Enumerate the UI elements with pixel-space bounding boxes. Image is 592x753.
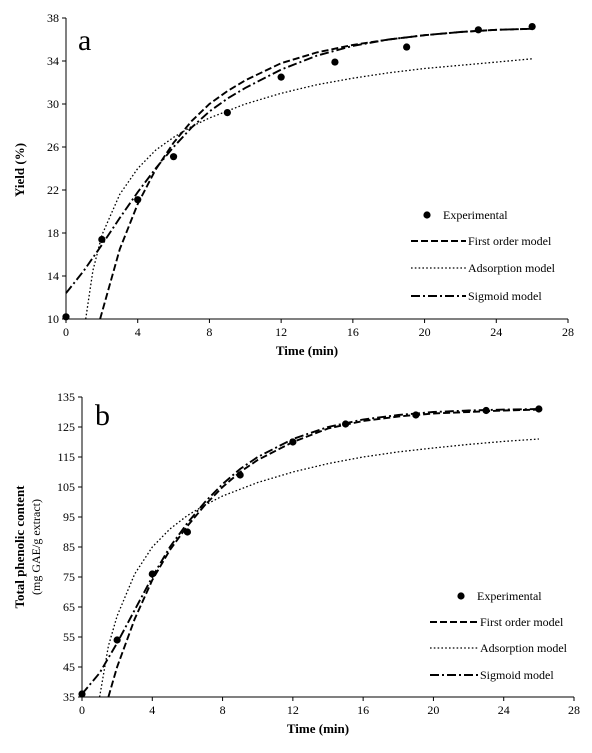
legend-label: Experimental: [477, 589, 542, 603]
x-tick-label: 20: [419, 325, 431, 339]
panel-b: 0 4 8 12 16 20 24 28 35 45 55 65 75 85 95 105 115 125 135 T…: [12, 390, 580, 736]
dashdot-series-line: [81, 408, 539, 695]
dashed-series-line: [99, 27, 533, 320]
y-tick-label: 65: [63, 600, 75, 614]
experimental-point: [169, 153, 178, 161]
x-tick-label: 28: [562, 325, 574, 339]
dotted-series-line: [85, 58, 533, 320]
y-tick-label: 10: [47, 312, 59, 326]
x-tick-label: 20: [427, 703, 439, 717]
y-tick-label: 95: [63, 510, 75, 524]
y-axis-unit: (mg GAE/g extract): [29, 499, 43, 595]
legend-marker: [423, 211, 431, 219]
y-tick-label: 105: [57, 480, 75, 494]
experimental-point: [62, 313, 70, 321]
legend-label: Adsorption model: [480, 641, 568, 655]
experimental-point: [113, 636, 121, 644]
y-tick-label: 22: [47, 183, 59, 197]
x-tick-label: 8: [206, 325, 212, 339]
experimental-point: [183, 528, 192, 536]
y-axis-title: Yield (%): [12, 143, 27, 197]
dotted-series-line: [98, 438, 539, 698]
x-tick-label: 0: [79, 703, 85, 717]
x-tick-label: 12: [275, 325, 287, 339]
x-tick-label: 12: [287, 703, 299, 717]
panel-letter: a: [78, 24, 91, 57]
experimental-point: [331, 58, 339, 66]
legend-label: First order model: [480, 615, 564, 629]
x-axis-title: Time (min): [276, 343, 338, 358]
legend-label: Sigmoid model: [480, 668, 554, 682]
y-tick-label: 75: [63, 570, 75, 584]
x-tick-label: 0: [63, 325, 69, 339]
y-tick-label: 135: [57, 390, 75, 404]
x-tick-label: 4: [135, 325, 141, 339]
y-tick-label: 18: [47, 226, 59, 240]
legend-label: Experimental: [443, 208, 508, 222]
panel-letter: b: [95, 399, 110, 432]
experimental-point: [403, 43, 411, 51]
y-tick-label: 34: [47, 54, 59, 68]
y-tick-label: 115: [57, 450, 75, 464]
y-tick-label: 38: [47, 11, 59, 25]
x-tick-label: 16: [357, 703, 369, 717]
y-tick-label: 125: [57, 420, 75, 434]
legend-label: First order model: [468, 234, 552, 248]
y-tick-label: 45: [63, 660, 75, 674]
y-tick-label: 85: [63, 540, 75, 554]
x-tick-label: 24: [490, 325, 502, 339]
panel-a: 0 4 8 12 16 20 24 28 10 14 18 22 26 30 34 38 Time (min) Y…: [12, 11, 574, 358]
y-tick-label: 35: [63, 690, 75, 704]
legend-marker: [457, 592, 465, 600]
y-tick-label: 30: [47, 97, 59, 111]
x-tick-label: 24: [498, 703, 510, 717]
y-axis-title: Total phenolic content: [12, 485, 27, 609]
dashdot-series-line: [65, 27, 533, 294]
y-tick-label: 26: [47, 140, 59, 154]
y-tick-label: 14: [47, 269, 59, 283]
legend-label: Sigmoid model: [468, 289, 542, 303]
dashed-series-line: [107, 408, 539, 698]
x-tick-label: 28: [568, 703, 580, 717]
x-tick-label: 4: [149, 703, 155, 717]
legend-label: Adsorption model: [468, 261, 556, 275]
y-tick-label: 55: [63, 630, 75, 644]
experimental-point: [277, 73, 285, 81]
x-axis-title: Time (min): [287, 721, 349, 736]
x-tick-label: 16: [347, 325, 359, 339]
x-tick-label: 8: [220, 703, 226, 717]
